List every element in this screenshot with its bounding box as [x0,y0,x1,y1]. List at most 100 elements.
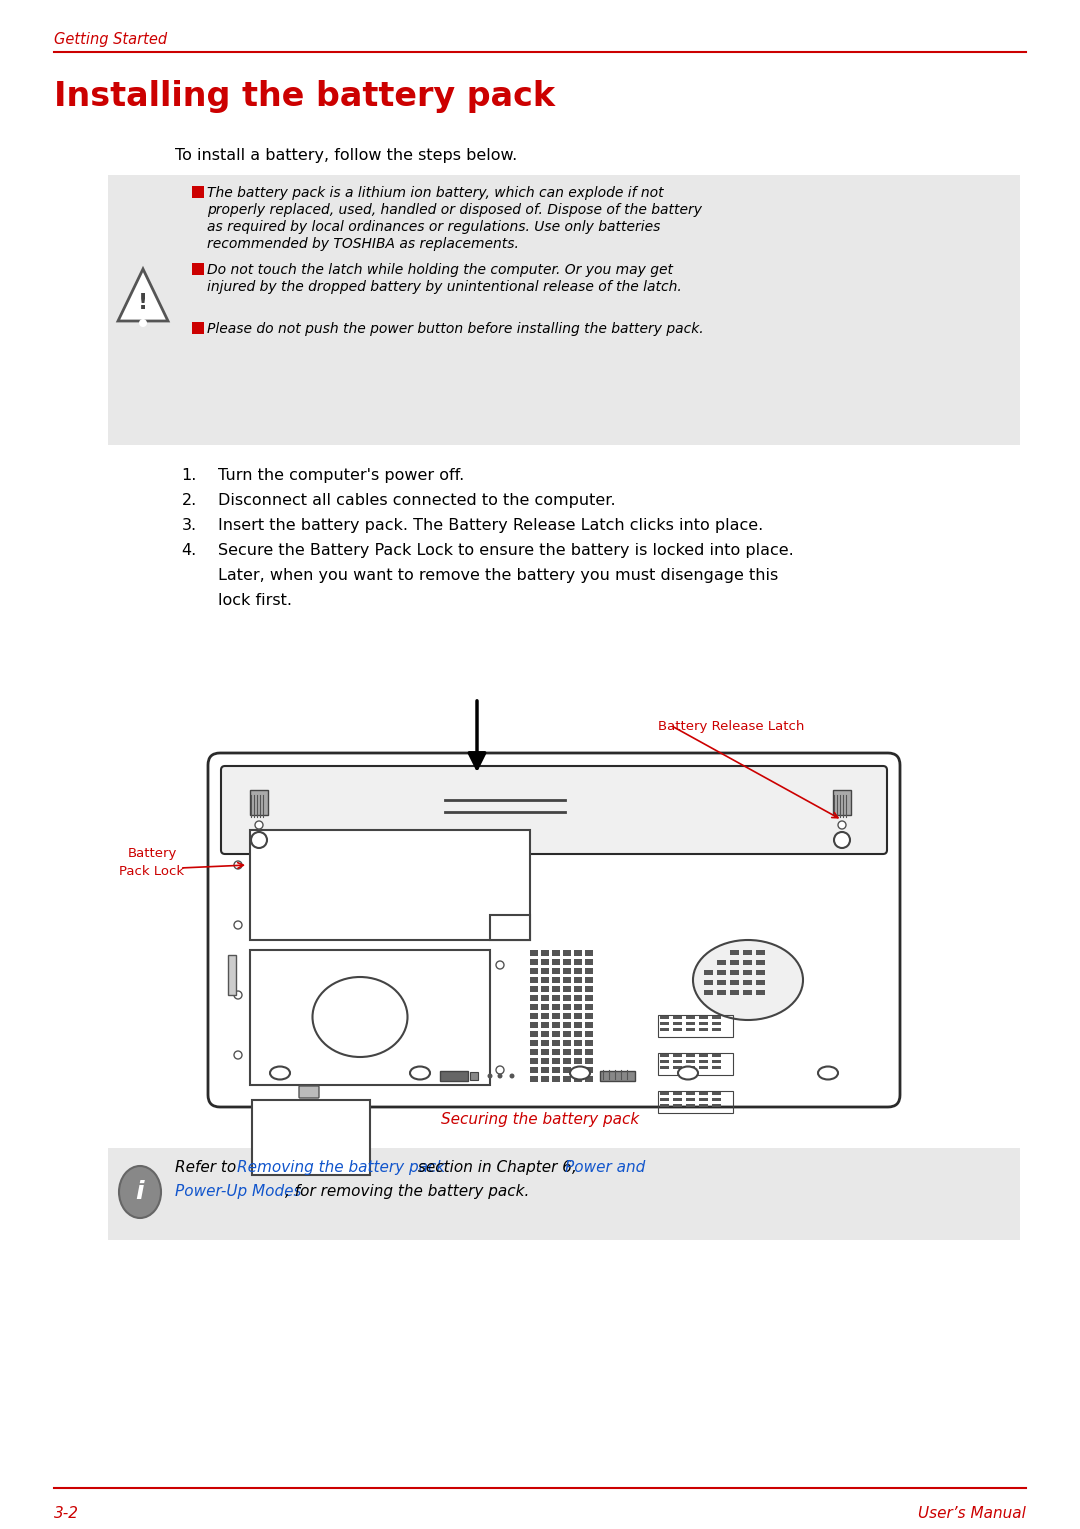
Bar [699,1066,708,1069]
Bar [756,969,765,976]
Circle shape [139,320,147,327]
Text: 3-2: 3-2 [54,1506,79,1521]
Bar [699,1053,708,1057]
Bar [440,1070,468,1081]
Text: !: ! [138,294,148,313]
Bar [470,1072,478,1079]
Bar [756,989,765,995]
Text: Securing the battery pack: Securing the battery pack [441,1112,639,1127]
Bar [743,980,752,985]
Bar [686,1104,696,1107]
Text: Battery Release Latch: Battery Release Latch [658,720,805,732]
Bar [530,1031,538,1037]
Bar [530,1014,538,1018]
Bar [252,1099,370,1174]
Bar [712,1092,721,1095]
Bar [673,1060,681,1063]
Bar [563,950,571,956]
Bar [530,977,538,983]
Ellipse shape [312,977,407,1057]
Ellipse shape [270,1067,291,1079]
Bar [573,1014,582,1018]
Ellipse shape [693,940,804,1020]
Bar [573,959,582,965]
Bar [600,1070,635,1081]
Bar [743,969,752,976]
Bar [573,995,582,1001]
Bar [585,1031,593,1037]
Bar [530,986,538,992]
Bar [563,986,571,992]
Bar [712,1015,721,1018]
Bar [673,1066,681,1069]
Bar [563,1021,571,1027]
Circle shape [498,1073,502,1078]
Bar [541,1021,549,1027]
Bar [541,977,549,983]
Bar [756,980,765,985]
Bar [699,1060,708,1063]
Text: Power-Up Modes: Power-Up Modes [175,1183,301,1199]
Text: properly replaced, used, handled or disposed of. Dispose of the battery: properly replaced, used, handled or disp… [207,203,702,217]
Text: Do not touch the latch while holding the computer. Or you may get: Do not touch the latch while holding the… [207,263,673,277]
Bar [686,1098,696,1101]
Bar [192,187,204,197]
Bar [658,1053,733,1075]
Bar [717,989,726,995]
Bar [686,1060,696,1063]
Bar [673,1021,681,1024]
Bar [541,1049,549,1055]
Text: Secure the Battery Pack Lock to ensure the battery is locked into place.: Secure the Battery Pack Lock to ensure t… [218,543,794,558]
Bar [756,960,765,965]
Bar [585,1040,593,1046]
Circle shape [838,821,846,829]
Bar [699,1104,708,1107]
Text: , for removing the battery pack.: , for removing the battery pack. [285,1183,529,1199]
Bar [573,1076,582,1083]
Bar [552,1058,561,1064]
Bar [730,989,739,995]
Bar [530,950,538,956]
Text: as required by local ordinances or regulations. Use only batteries: as required by local ordinances or regul… [207,220,660,234]
Bar [563,1040,571,1046]
Bar [585,1049,593,1055]
Bar [699,1015,708,1018]
Polygon shape [490,914,530,940]
Bar [249,790,268,815]
Bar [660,1060,669,1063]
Bar [673,1027,681,1031]
Circle shape [234,991,242,998]
Bar [660,1104,669,1107]
Text: User’s Manual: User’s Manual [918,1506,1026,1521]
Bar [585,1021,593,1027]
Ellipse shape [570,1067,590,1079]
Bar [541,950,549,956]
Bar [563,977,571,983]
Bar [585,1014,593,1018]
Bar [552,1067,561,1073]
Bar [563,995,571,1001]
Bar [541,1005,549,1011]
Circle shape [234,920,242,930]
Bar [660,1098,669,1101]
Bar [573,950,582,956]
Bar [541,1031,549,1037]
Text: 1.: 1. [181,468,197,483]
Bar [541,1076,549,1083]
Bar [249,950,490,1086]
Bar [686,1092,696,1095]
Bar [541,1067,549,1073]
Bar [686,1053,696,1057]
Bar [712,1098,721,1101]
Bar [743,989,752,995]
Bar [552,1021,561,1027]
Bar [585,950,593,956]
Circle shape [496,1066,504,1073]
Text: Removing the battery pack: Removing the battery pack [237,1161,445,1174]
Bar [573,1040,582,1046]
Bar [660,1053,669,1057]
Text: 3.: 3. [181,518,197,534]
Bar [563,1031,571,1037]
Circle shape [255,821,264,829]
Bar [585,959,593,965]
